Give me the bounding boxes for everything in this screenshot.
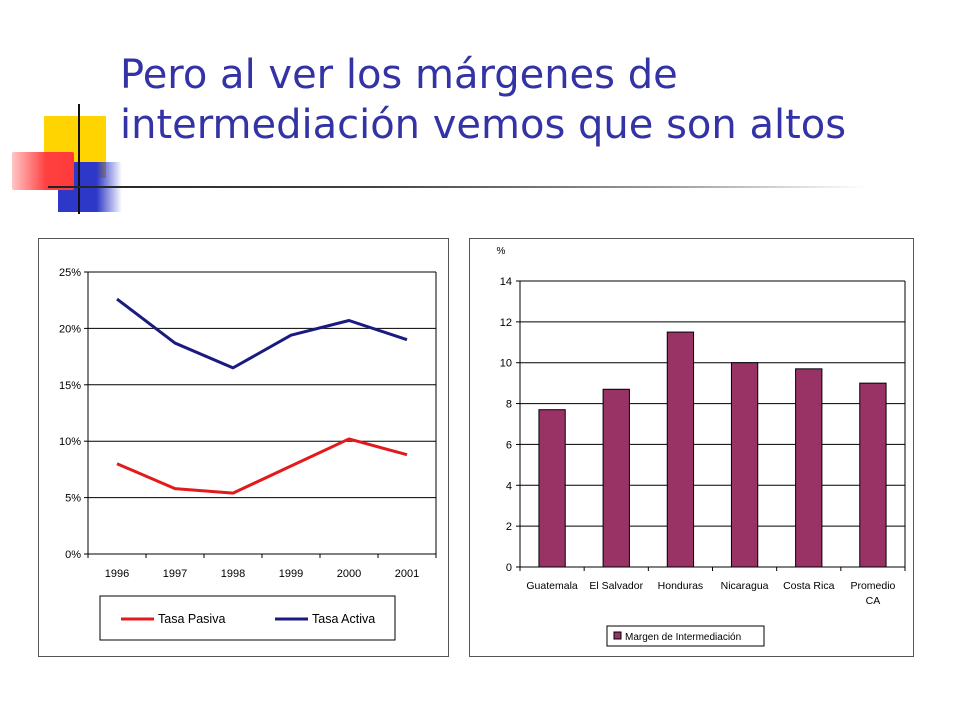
line-chart-svg: 0% 5% 10% 15% 20% 25% 1996 1997 1998 1999 2000 2001… <box>59 267 437 641</box>
x-tick-label: El Salvador <box>589 580 643 592</box>
y-tick-label: 0 <box>506 562 512 574</box>
y-tick-label: 6 <box>506 439 512 451</box>
y-tick-label: 15% <box>59 380 81 392</box>
bar-costa-rica <box>795 368 823 568</box>
bar-promedio-ca <box>859 382 887 568</box>
slide-title: Pero al ver los márgenes de intermediaci… <box>120 50 940 150</box>
x-tick-label: Promedio <box>850 580 895 592</box>
y-axis-unit-label: % <box>497 246 506 257</box>
x-tick-label: Nicaragua <box>721 580 769 592</box>
intermediation-margin-bar-chart: % 0 2 4 6 8 10 12 14 Guatemala El Salvador Honduras… <box>469 238 914 657</box>
bar-el-salvador <box>602 388 630 568</box>
y-tick-label: 10% <box>59 436 81 448</box>
x-tick-label: Honduras <box>658 580 704 592</box>
bar-guatemala <box>538 409 566 568</box>
legend-label: Tasa Pasiva <box>158 612 225 626</box>
y-tick-label: 14 <box>500 276 512 288</box>
title-underline <box>48 186 868 188</box>
x-tick-label: Guatemala <box>526 580 578 592</box>
x-tick-label: CA <box>866 595 881 607</box>
decor-red-square <box>12 152 74 190</box>
y-tick-label: 20% <box>59 323 81 335</box>
y-tick-label: 0% <box>65 549 81 561</box>
legend-label: Tasa Activa <box>312 612 375 626</box>
legend-swatch <box>613 631 622 640</box>
interest-rate-line-chart: 0% 5% 10% 15% 20% 25% 1996 1997 1998 1999 2000 2001… <box>38 238 449 657</box>
series-line-tasa-pasiva <box>116 437 408 495</box>
bar-honduras <box>666 331 695 568</box>
x-tick-label: 2000 <box>337 568 361 580</box>
legend-box <box>606 625 765 647</box>
series-line-tasa-activa <box>116 297 408 370</box>
bar-chart-svg: % 0 2 4 6 8 10 12 14 Guatemala El Salvador Honduras… <box>497 246 906 647</box>
decor-vertical-line <box>78 104 80 214</box>
x-tick-label: 1997 <box>163 568 187 580</box>
y-tick-label: 10 <box>500 358 512 370</box>
y-tick-label: 8 <box>506 399 512 411</box>
x-tick-label: 1999 <box>279 568 303 580</box>
y-tick-label: 5% <box>65 493 81 505</box>
slide-title-line-1: Pero al ver los márgenes de <box>120 52 678 98</box>
y-tick-label: 25% <box>59 267 81 279</box>
x-tick-label: Costa Rica <box>783 580 835 592</box>
slide-title-line-2: intermediación vemos que son altos <box>120 102 847 148</box>
y-tick-label: 4 <box>506 480 512 492</box>
y-tick-label: 2 <box>506 521 512 533</box>
y-tick-label: 12 <box>500 317 512 329</box>
legend-label: Margen de Intermediación <box>625 632 741 643</box>
x-tick-label: 1996 <box>105 568 129 580</box>
x-tick-label: 1998 <box>221 568 245 580</box>
bar-nicaragua <box>730 362 759 568</box>
x-tick-label: 2001 <box>395 568 419 580</box>
